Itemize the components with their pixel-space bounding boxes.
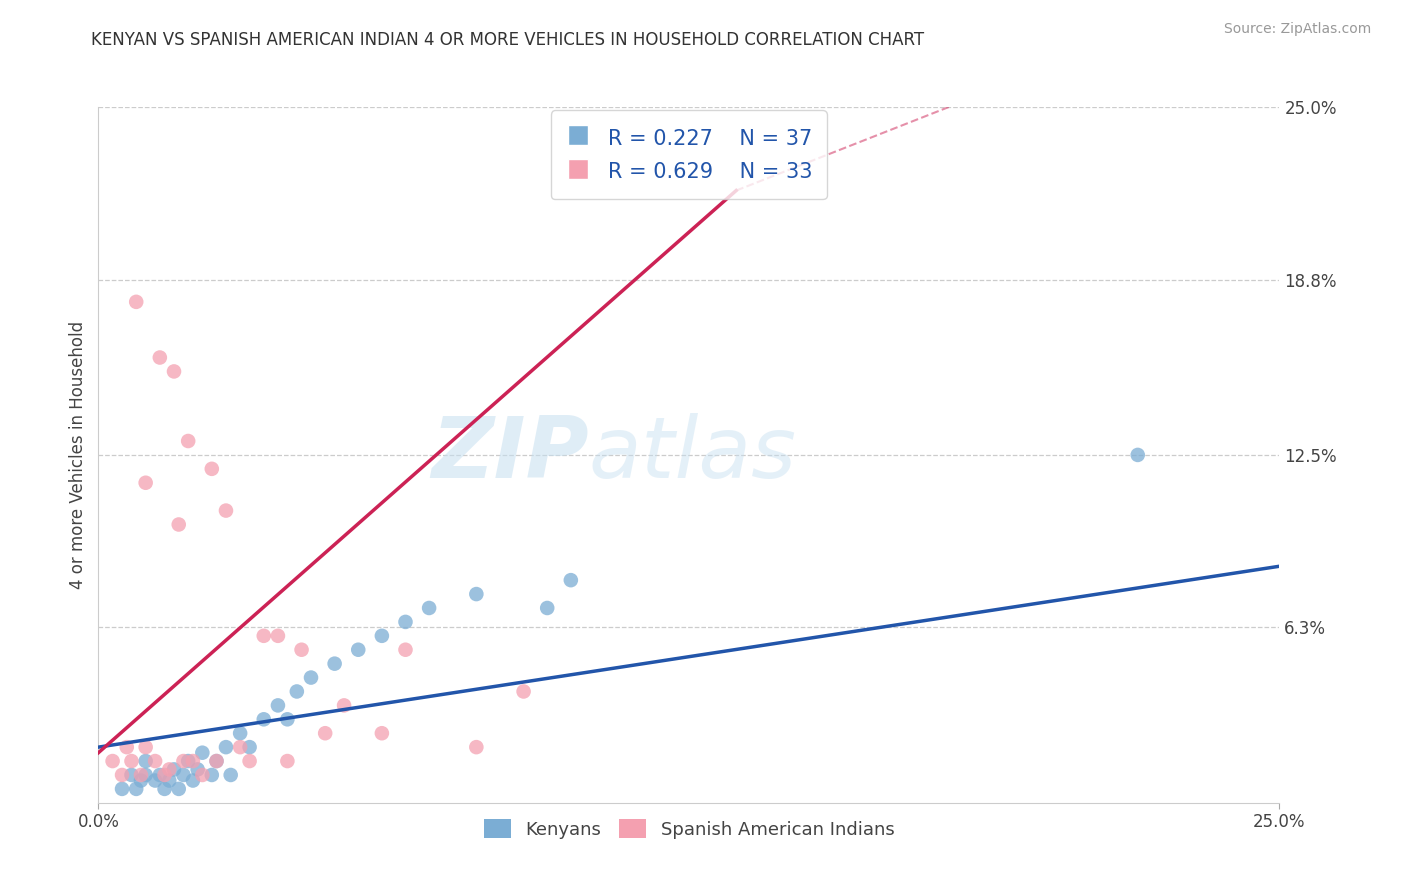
Point [229,740,252,755]
Point [465,587,488,601]
Point [394,642,416,657]
Point [285,684,308,698]
Point [157,763,180,777]
Point [177,754,200,768]
Point [201,462,224,476]
Point [181,754,204,768]
Y-axis label: 4 or more Vehicles in Household: 4 or more Vehicles in Household [69,321,87,589]
Point [347,642,370,657]
Point [121,754,143,768]
Point [323,657,346,671]
Point [135,740,157,755]
Point [153,781,176,796]
Point [129,768,152,782]
Point [149,768,172,782]
Point [314,726,336,740]
Legend: Kenyans, Spanish American Indians: Kenyans, Spanish American Indians [477,812,901,846]
Point [115,740,138,755]
Point [163,763,186,777]
Point [201,768,224,782]
Point [157,773,180,788]
Point [1126,448,1149,462]
Point [121,768,143,782]
Point [163,364,186,378]
Point [172,754,194,768]
Point [143,773,166,788]
Point [101,754,124,768]
Point [153,768,176,782]
Point [215,503,238,517]
Point [371,629,394,643]
Point [177,434,200,448]
Point [172,768,194,782]
Point [143,754,166,768]
Point [129,773,152,788]
Point [560,573,582,587]
Point [394,615,416,629]
Text: atlas: atlas [589,413,797,497]
Point [135,768,157,782]
Point [167,517,190,532]
Point [512,684,534,698]
Point [333,698,356,713]
Point [181,773,204,788]
Point [239,754,262,768]
Point [215,740,238,755]
Point [111,781,134,796]
Point [135,754,157,768]
Text: Source: ZipAtlas.com: Source: ZipAtlas.com [1223,22,1371,37]
Point [219,768,242,782]
Point [125,294,148,309]
Text: KENYAN VS SPANISH AMERICAN INDIAN 4 OR MORE VEHICLES IN HOUSEHOLD CORRELATION CH: KENYAN VS SPANISH AMERICAN INDIAN 4 OR M… [91,31,925,49]
Point [229,726,252,740]
Point [290,642,312,657]
Point [239,740,262,755]
Text: ZIP: ZIP [430,413,589,497]
Point [253,712,276,726]
Point [135,475,157,490]
Point [276,754,298,768]
Point [191,746,214,760]
Point [205,754,228,768]
Point [267,629,290,643]
Point [111,768,134,782]
Point [167,781,190,796]
Point [418,601,440,615]
Point [149,351,172,365]
Point [205,754,228,768]
Point [187,763,209,777]
Point [276,712,298,726]
Point [191,768,214,782]
Point [253,629,276,643]
Point [125,781,148,796]
Point [299,671,322,685]
Point [536,601,558,615]
Point [267,698,290,713]
Point [465,740,488,755]
Point [371,726,394,740]
